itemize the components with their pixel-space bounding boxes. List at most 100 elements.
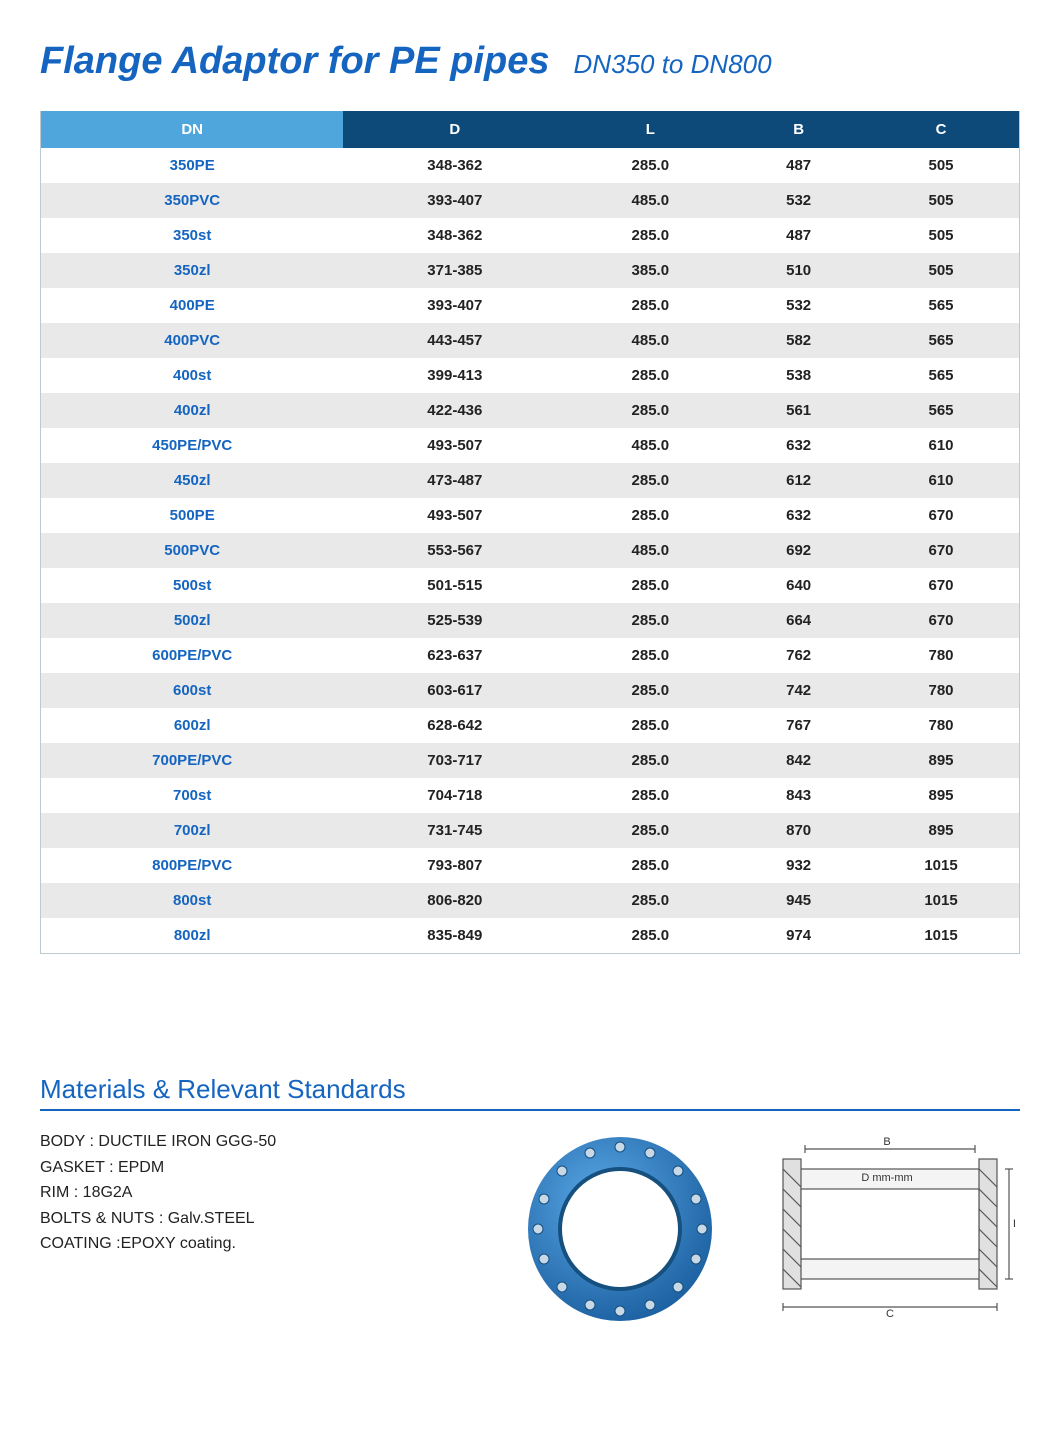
cell-c: 505 xyxy=(863,148,1020,183)
cell-l: 485.0 xyxy=(566,323,734,358)
cell-c: 780 xyxy=(863,673,1020,708)
cell-b: 870 xyxy=(734,813,863,848)
cell-dn: 500PE xyxy=(41,498,344,533)
cell-l: 285.0 xyxy=(566,638,734,673)
cell-c: 565 xyxy=(863,323,1020,358)
page-title: Flange Adaptor for PE pipes xyxy=(40,40,550,83)
cell-l: 285.0 xyxy=(566,288,734,323)
cell-d: 393-407 xyxy=(343,183,566,218)
cell-d: 628-642 xyxy=(343,708,566,743)
cell-c: 895 xyxy=(863,813,1020,848)
cell-l: 485.0 xyxy=(566,183,734,218)
cell-c: 670 xyxy=(863,498,1020,533)
cell-d: 835-849 xyxy=(343,918,566,954)
materials-line: BODY : DUCTILE IRON GGG-50 xyxy=(40,1129,480,1155)
cell-l: 385.0 xyxy=(566,253,734,288)
cell-dn: 800PE/PVC xyxy=(41,848,344,883)
cell-dn: 350zl xyxy=(41,253,344,288)
cell-c: 505 xyxy=(863,218,1020,253)
cell-b: 532 xyxy=(734,183,863,218)
cell-dn: 700st xyxy=(41,778,344,813)
cell-c: 895 xyxy=(863,743,1020,778)
cell-b: 974 xyxy=(734,918,863,954)
materials-row: BODY : DUCTILE IRON GGG-50GASKET : EPDMR… xyxy=(40,1129,1020,1329)
dim-label-b: B xyxy=(883,1136,890,1148)
table-row: 800PE/PVC793-807285.09321015 xyxy=(41,848,1020,883)
cell-d: 422-436 xyxy=(343,393,566,428)
cell-dn: 400st xyxy=(41,358,344,393)
table-row: 400zl422-436285.0561565 xyxy=(41,393,1020,428)
cell-dn: 450PE/PVC xyxy=(41,428,344,463)
table-row: 500zl525-539285.0664670 xyxy=(41,603,1020,638)
table-row: 400st399-413285.0538565 xyxy=(41,358,1020,393)
cell-c: 505 xyxy=(863,183,1020,218)
cell-c: 895 xyxy=(863,778,1020,813)
cell-d: 443-457 xyxy=(343,323,566,358)
cell-dn: 400zl xyxy=(41,393,344,428)
cell-d: 399-413 xyxy=(343,358,566,393)
page-subtitle: DN350 to DN800 xyxy=(574,49,772,80)
table-row: 500st501-515285.0640670 xyxy=(41,568,1020,603)
materials-list: BODY : DUCTILE IRON GGG-50GASKET : EPDMR… xyxy=(40,1129,480,1257)
cell-c: 610 xyxy=(863,463,1020,498)
cell-l: 285.0 xyxy=(566,708,734,743)
table-row: 500PVC553-567485.0692670 xyxy=(41,533,1020,568)
materials-heading: Materials & Relevant Standards xyxy=(40,1074,1020,1111)
table-row: 450zl473-487285.0612610 xyxy=(41,463,1020,498)
cell-l: 285.0 xyxy=(566,848,734,883)
table-row: 400PE393-407285.0532565 xyxy=(41,288,1020,323)
cell-d: 623-637 xyxy=(343,638,566,673)
cell-dn: 500PVC xyxy=(41,533,344,568)
cell-l: 285.0 xyxy=(566,218,734,253)
cell-b: 538 xyxy=(734,358,863,393)
col-header-d: D xyxy=(343,111,566,148)
cell-d: 371-385 xyxy=(343,253,566,288)
dim-label-d: D mm-mm xyxy=(861,1172,912,1184)
cell-b: 742 xyxy=(734,673,863,708)
col-header-c: C xyxy=(863,111,1020,148)
cell-b: 762 xyxy=(734,638,863,673)
product-illustration xyxy=(510,1129,730,1329)
cell-c: 1015 xyxy=(863,883,1020,918)
cell-dn: 700PE/PVC xyxy=(41,743,344,778)
cell-l: 285.0 xyxy=(566,568,734,603)
cell-b: 932 xyxy=(734,848,863,883)
table-row: 600st603-617285.0742780 xyxy=(41,673,1020,708)
cell-l: 485.0 xyxy=(566,428,734,463)
cell-dn: 600zl xyxy=(41,708,344,743)
cell-l: 285.0 xyxy=(566,358,734,393)
cell-b: 561 xyxy=(734,393,863,428)
cell-l: 285.0 xyxy=(566,813,734,848)
materials-line: GASKET : EPDM xyxy=(40,1155,480,1181)
spec-table-head: DN D L B C xyxy=(41,111,1020,148)
cell-c: 565 xyxy=(863,288,1020,323)
cell-l: 285.0 xyxy=(566,918,734,954)
dim-label-c: C xyxy=(886,1308,894,1319)
table-row: 700zl731-745285.0870895 xyxy=(41,813,1020,848)
materials-line: BOLTS & NUTS : Galv.STEEL xyxy=(40,1206,480,1232)
table-row: 800zl835-849285.09741015 xyxy=(41,918,1020,954)
cell-b: 640 xyxy=(734,568,863,603)
cell-b: 843 xyxy=(734,778,863,813)
cell-dn: 700zl xyxy=(41,813,344,848)
table-row: 350zl371-385385.0510505 xyxy=(41,253,1020,288)
cell-d: 553-567 xyxy=(343,533,566,568)
cell-c: 670 xyxy=(863,603,1020,638)
table-row: 350PVC393-407485.0532505 xyxy=(41,183,1020,218)
cell-l: 485.0 xyxy=(566,533,734,568)
col-header-l: L xyxy=(566,111,734,148)
cell-c: 670 xyxy=(863,533,1020,568)
cell-l: 285.0 xyxy=(566,463,734,498)
cell-b: 842 xyxy=(734,743,863,778)
cell-dn: 350PE xyxy=(41,148,344,183)
cell-c: 1015 xyxy=(863,848,1020,883)
cell-l: 285.0 xyxy=(566,393,734,428)
col-header-dn: DN xyxy=(41,111,344,148)
cell-c: 780 xyxy=(863,638,1020,673)
materials-line: COATING :EPOXY coating. xyxy=(40,1231,480,1257)
cell-l: 285.0 xyxy=(566,673,734,708)
cell-c: 670 xyxy=(863,568,1020,603)
cell-d: 393-407 xyxy=(343,288,566,323)
cell-b: 692 xyxy=(734,533,863,568)
table-row: 600zl628-642285.0767780 xyxy=(41,708,1020,743)
